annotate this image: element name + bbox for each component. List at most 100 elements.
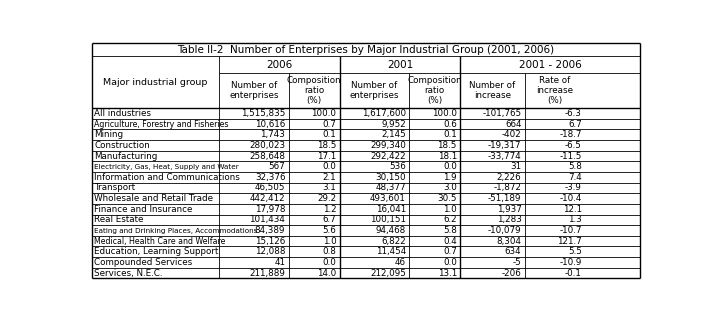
Text: 100.0: 100.0 (311, 109, 336, 118)
Text: 5.6: 5.6 (323, 226, 336, 235)
Text: 493,601: 493,601 (370, 194, 406, 203)
Text: 280,023: 280,023 (249, 141, 286, 150)
Text: 18.5: 18.5 (317, 141, 336, 150)
Text: 2006: 2006 (266, 60, 293, 70)
Text: -3.9: -3.9 (565, 183, 582, 192)
Text: Agriculture, Forestry and Fisheries: Agriculture, Forestry and Fisheries (94, 120, 228, 129)
Text: 15,126: 15,126 (255, 237, 286, 246)
Text: Number of
enterprises: Number of enterprises (229, 81, 278, 100)
Text: 1,617,600: 1,617,600 (362, 109, 406, 118)
Text: Real Estate: Real Estate (94, 215, 144, 224)
Text: 212,095: 212,095 (370, 269, 406, 278)
Text: 30.5: 30.5 (438, 194, 457, 203)
Text: 0.4: 0.4 (443, 237, 457, 246)
Text: -402: -402 (502, 130, 521, 139)
Text: 13.1: 13.1 (438, 269, 457, 278)
Text: Medical, Health Care and Welfare: Medical, Health Care and Welfare (94, 237, 226, 246)
Text: Transport: Transport (94, 183, 136, 192)
Text: 6,822: 6,822 (381, 237, 406, 246)
Text: 29.2: 29.2 (317, 194, 336, 203)
Text: 48,377: 48,377 (376, 183, 406, 192)
Text: 2,226: 2,226 (497, 173, 521, 182)
Text: -6.3: -6.3 (565, 109, 582, 118)
Text: -101,765: -101,765 (483, 109, 521, 118)
Text: Manufacturing: Manufacturing (94, 152, 158, 161)
Text: Construction: Construction (94, 141, 150, 150)
Text: -1,872: -1,872 (493, 183, 521, 192)
Text: 1.0: 1.0 (443, 205, 457, 214)
Text: -5: -5 (513, 258, 521, 267)
Text: 41: 41 (274, 258, 286, 267)
Text: Number of
increase: Number of increase (469, 81, 516, 100)
Text: 84,389: 84,389 (255, 226, 286, 235)
Text: 567: 567 (268, 162, 286, 171)
Text: 0.0: 0.0 (443, 162, 457, 171)
Text: 0.6: 0.6 (443, 120, 457, 129)
Text: Rate of
increase
(%): Rate of increase (%) (536, 76, 573, 106)
Text: 3.1: 3.1 (323, 183, 336, 192)
Text: 8,304: 8,304 (496, 237, 521, 246)
Text: 94,468: 94,468 (376, 226, 406, 235)
Text: Number of
enterprises: Number of enterprises (350, 81, 399, 100)
Text: -10.9: -10.9 (559, 258, 582, 267)
Text: Composition
ratio
(%): Composition ratio (%) (408, 76, 462, 106)
Text: 664: 664 (505, 120, 521, 129)
Text: -6.5: -6.5 (565, 141, 582, 150)
Text: 9,952: 9,952 (381, 120, 406, 129)
Text: 18.5: 18.5 (438, 141, 457, 150)
Text: Finance and Insurance: Finance and Insurance (94, 205, 193, 214)
Text: 299,340: 299,340 (370, 141, 406, 150)
Text: Mining: Mining (94, 130, 124, 139)
Text: -0.1: -0.1 (565, 269, 582, 278)
Text: 258,648: 258,648 (249, 152, 286, 161)
Text: 121.7: 121.7 (557, 237, 582, 246)
Text: 634: 634 (505, 247, 521, 256)
Text: 32,376: 32,376 (255, 173, 286, 182)
Text: 1.2: 1.2 (323, 205, 336, 214)
Text: 1,515,835: 1,515,835 (241, 109, 286, 118)
Text: 1,937: 1,937 (497, 205, 521, 214)
Text: 0.0: 0.0 (443, 258, 457, 267)
Text: 12.1: 12.1 (563, 205, 582, 214)
Text: -206: -206 (502, 269, 521, 278)
Text: 0.7: 0.7 (323, 120, 336, 129)
Text: 442,412: 442,412 (250, 194, 286, 203)
Text: Services, N.E.C.: Services, N.E.C. (94, 269, 163, 278)
Text: 1.3: 1.3 (568, 215, 582, 224)
Text: Information and Communications: Information and Communications (94, 173, 240, 182)
Text: 0.8: 0.8 (323, 247, 336, 256)
Text: -18.7: -18.7 (559, 130, 582, 139)
Text: Composition
ratio
(%): Composition ratio (%) (287, 76, 341, 106)
Text: 2,145: 2,145 (381, 130, 406, 139)
Text: 6.7: 6.7 (323, 215, 336, 224)
Text: 1.0: 1.0 (323, 237, 336, 246)
Text: 1.9: 1.9 (443, 173, 457, 182)
Text: 11,454: 11,454 (376, 247, 406, 256)
Text: 17.1: 17.1 (317, 152, 336, 161)
Text: Education, Learning Support: Education, Learning Support (94, 247, 218, 256)
Text: 1,283: 1,283 (497, 215, 521, 224)
Text: Table II-2  Number of Enterprises by Major Industrial Group (2001, 2006): Table II-2 Number of Enterprises by Majo… (177, 45, 555, 55)
Text: 0.1: 0.1 (443, 130, 457, 139)
Text: Compounded Services: Compounded Services (94, 258, 193, 267)
Text: 16,041: 16,041 (376, 205, 406, 214)
Text: -10,079: -10,079 (488, 226, 521, 235)
Text: Eating and Drinking Places, Accommodations: Eating and Drinking Places, Accommodatio… (94, 227, 258, 233)
Text: 0.7: 0.7 (443, 247, 457, 256)
Text: Wholesale and Retail Trade: Wholesale and Retail Trade (94, 194, 213, 203)
Text: 5.8: 5.8 (568, 162, 582, 171)
Text: 46: 46 (395, 258, 406, 267)
Text: 0.0: 0.0 (323, 162, 336, 171)
Text: -19,317: -19,317 (488, 141, 521, 150)
Text: 7.4: 7.4 (568, 173, 582, 182)
Text: Electricity, Gas, Heat, Supply and Water: Electricity, Gas, Heat, Supply and Water (94, 164, 239, 170)
Text: 0.0: 0.0 (323, 258, 336, 267)
Text: 6.7: 6.7 (568, 120, 582, 129)
Text: 31: 31 (511, 162, 521, 171)
Text: 6.2: 6.2 (443, 215, 457, 224)
Text: 10,616: 10,616 (255, 120, 286, 129)
Text: 46,505: 46,505 (255, 183, 286, 192)
Text: 101,434: 101,434 (249, 215, 286, 224)
Text: -10.4: -10.4 (559, 194, 582, 203)
Text: 100.0: 100.0 (432, 109, 457, 118)
